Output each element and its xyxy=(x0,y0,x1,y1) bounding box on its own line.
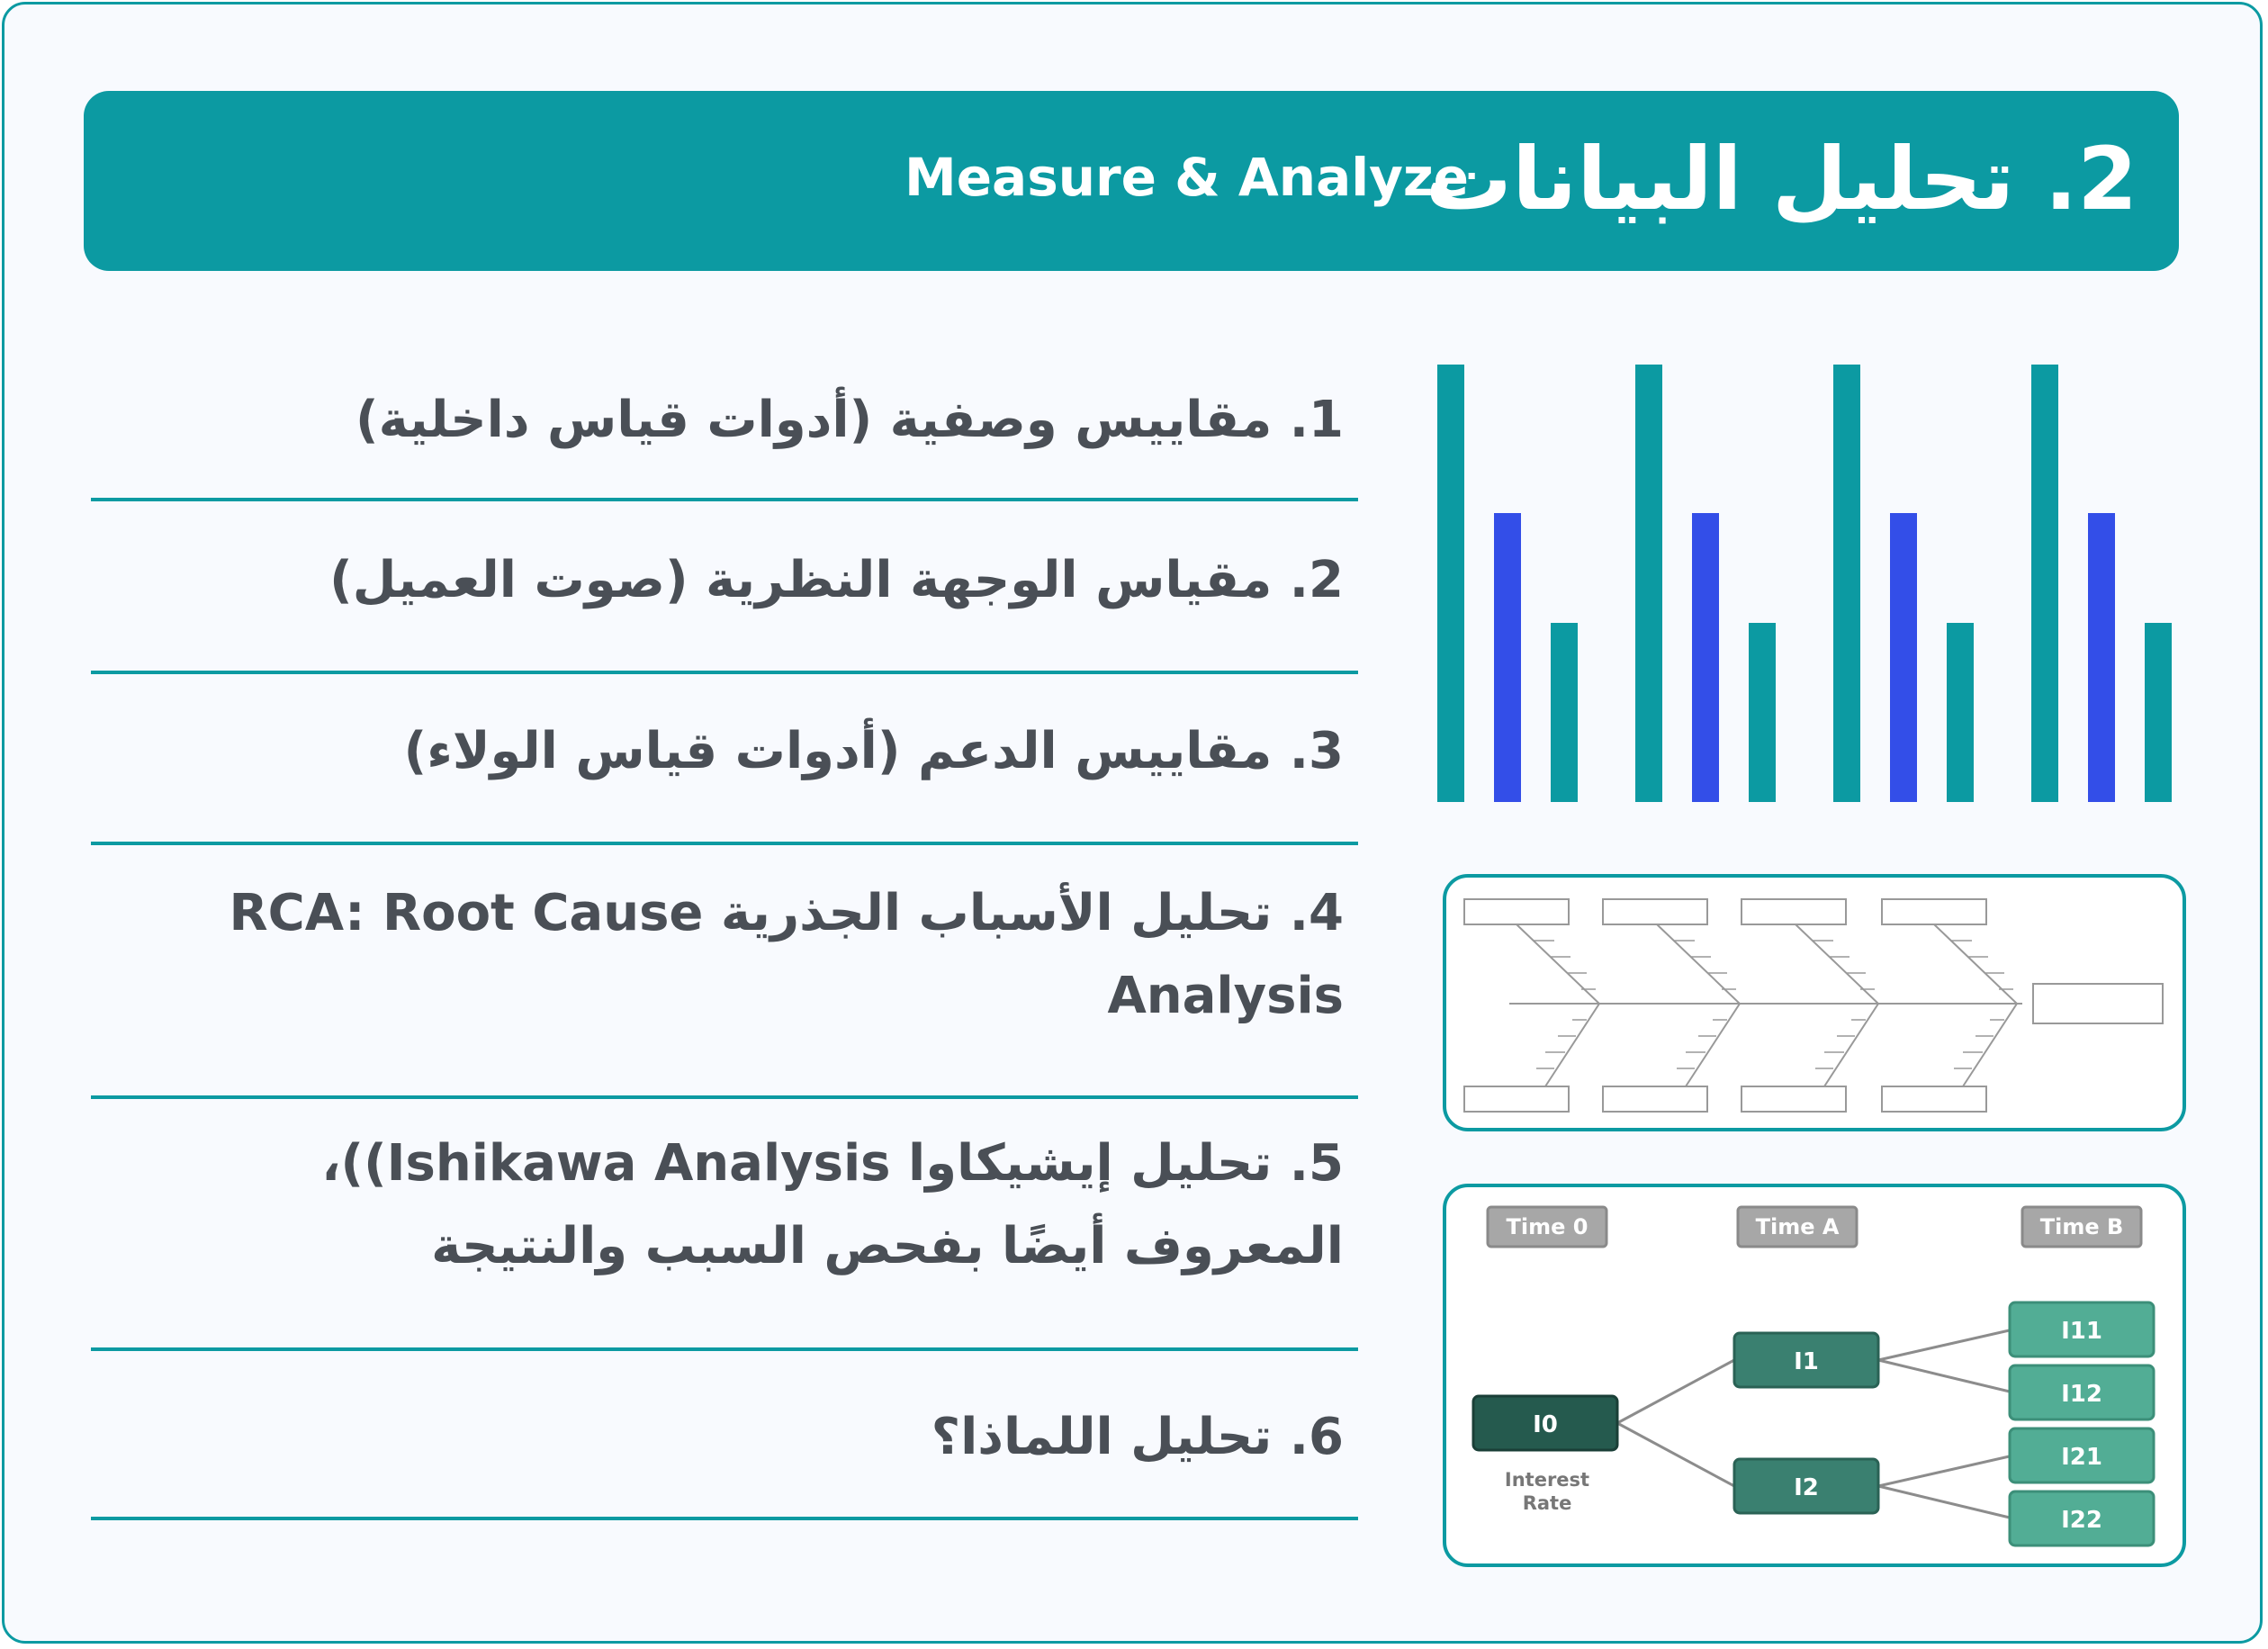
decorative-bar xyxy=(2031,365,2058,802)
decorative-bar xyxy=(1947,623,1974,802)
time-label-b: Time B xyxy=(2040,1214,2124,1239)
tree-node xyxy=(2008,1301,2156,1358)
fishbone-ribs xyxy=(1533,940,2013,1069)
effect-box xyxy=(2032,983,2164,1024)
decorative-bar xyxy=(1833,365,1860,802)
list-item-text: 2. مقياس الوجهة النظرية (صوت العميل) xyxy=(329,551,1344,609)
decorative-bar xyxy=(2088,513,2115,802)
decorative-bar xyxy=(2145,623,2172,802)
tree-node-root-label: I0 xyxy=(1533,1411,1558,1438)
fishbone-diagram xyxy=(1443,874,2186,1131)
tree-connectors xyxy=(1616,1328,2014,1520)
decorative-bar xyxy=(1551,623,1578,802)
time-label-box xyxy=(1486,1205,1608,1248)
tree-node-label: I12 xyxy=(2061,1381,2102,1408)
decorative-bar xyxy=(1749,623,1776,802)
tree-node xyxy=(2008,1490,2156,1547)
tree-node-label: I11 xyxy=(2061,1318,2102,1345)
category-box xyxy=(1463,1086,1570,1113)
category-box xyxy=(1741,898,1847,925)
root-caption-line2: Rate xyxy=(1523,1492,1572,1514)
list-item: 2. مقياس الوجهة النظرية (صوت العميل) xyxy=(91,501,1358,674)
tree-node xyxy=(1732,1331,1880,1389)
tree-node-label: I22 xyxy=(2061,1507,2102,1534)
time-label-a: Time A xyxy=(1756,1214,1840,1239)
header-banner: 2. تحليل البيانات Measure & Analyze xyxy=(84,91,2179,271)
time-label-0: Time 0 xyxy=(1507,1214,1588,1239)
list-item-text: 5. تحليل إيشيكاوا Ishikawa Analysis))، ا… xyxy=(321,1134,1344,1275)
list-item: 6. تحليل اللماذا؟ xyxy=(91,1351,1358,1520)
list-item-text: 3. مقاييس الدعم (أدوات قياس الولاء) xyxy=(403,722,1344,780)
decorative-bar xyxy=(1494,513,1521,802)
category-box xyxy=(1881,1086,1987,1113)
list-item: 1. مقاييس وصفية (أدوات قياس داخلية) xyxy=(91,348,1358,501)
decorative-bar xyxy=(1635,365,1662,802)
tree-node xyxy=(1732,1457,1880,1515)
decorative-bar xyxy=(1890,513,1917,802)
decorative-bar xyxy=(1692,513,1719,802)
tree-node-root xyxy=(1472,1394,1619,1452)
bar-graphic xyxy=(1437,365,2172,802)
tree-node xyxy=(2008,1427,2156,1484)
category-box xyxy=(1602,898,1708,925)
list-item: 5. تحليل إيشيكاوا Ishikawa Analysis))، ا… xyxy=(91,1099,1358,1351)
list-item: 3. مقاييس الدعم (أدوات قياس الولاء) xyxy=(91,674,1358,845)
page-title: 2. تحليل البيانات xyxy=(1425,129,2138,230)
list-item: 4. تحليل الأسباب الجذرية RCA: Root Cause… xyxy=(91,845,1358,1099)
category-box xyxy=(1463,898,1570,925)
time-label-box xyxy=(2020,1205,2143,1248)
tree-node-label: I1 xyxy=(1794,1348,1819,1375)
fishbone-bones xyxy=(1516,924,2019,1087)
list-item-text: 6. تحليل اللماذا؟ xyxy=(931,1408,1344,1466)
list-item-text: 4. تحليل الأسباب الجذرية RCA: Root Cause… xyxy=(229,884,1345,1025)
root-caption-line1: Interest xyxy=(1505,1469,1589,1491)
decorative-bar xyxy=(1437,365,1464,802)
time-label-box xyxy=(1736,1205,1858,1248)
list-item-text: 1. مقاييس وصفية (أدوات قياس داخلية) xyxy=(355,391,1344,449)
page-subtitle: Measure & Analyze xyxy=(904,147,1470,208)
tree-node-label: I21 xyxy=(2061,1444,2102,1471)
category-box xyxy=(1881,898,1987,925)
tree-node xyxy=(2008,1364,2156,1421)
tree-node-label: I2 xyxy=(1794,1474,1819,1501)
category-box xyxy=(1602,1086,1708,1113)
decision-tree-diagram: Time 0 Time A Time B I0 Interest Rate I1… xyxy=(1443,1184,2186,1567)
category-box xyxy=(1741,1086,1847,1113)
